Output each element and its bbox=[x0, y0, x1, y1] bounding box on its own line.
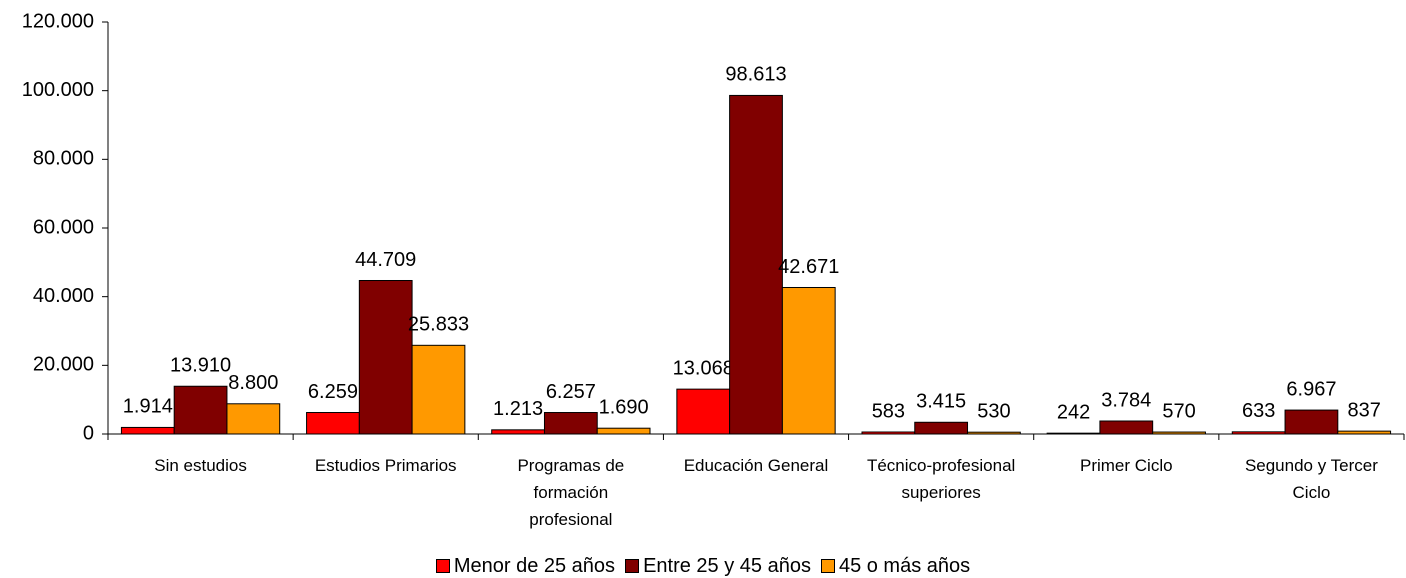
legend-item: Menor de 25 años bbox=[435, 554, 616, 578]
bar bbox=[491, 429, 545, 435]
y-tick-label: 0 bbox=[83, 422, 94, 444]
value-label: 3.784 bbox=[1101, 389, 1151, 411]
value-label: 25.833 bbox=[408, 314, 469, 336]
bar bbox=[1046, 432, 1101, 435]
legend-label: 45 o más años bbox=[838, 554, 971, 577]
value-label: 242 bbox=[1057, 401, 1090, 423]
legend-swatch bbox=[625, 559, 640, 573]
value-label: 6.967 bbox=[1286, 378, 1336, 400]
y-tick-label: 120.000 bbox=[22, 10, 94, 32]
value-label: 530 bbox=[977, 400, 1010, 422]
bar bbox=[411, 344, 466, 435]
value-label: 98.613 bbox=[725, 64, 786, 86]
value-label: 13.910 bbox=[170, 355, 231, 377]
legend-swatch bbox=[435, 559, 450, 573]
bar bbox=[173, 385, 228, 435]
x-tick-label: Técnico-profesional superiores bbox=[866, 456, 1016, 502]
bar bbox=[306, 412, 360, 435]
value-label: 8.800 bbox=[228, 372, 278, 394]
x-tick-label: Educación General bbox=[683, 456, 829, 475]
bar bbox=[1284, 409, 1339, 435]
x-tick-label: Primer Ciclo bbox=[1079, 456, 1173, 475]
y-tick-label: 40.000 bbox=[33, 285, 94, 307]
value-label: 6.259 bbox=[308, 381, 358, 403]
bar bbox=[358, 279, 413, 435]
y-tick-label: 20.000 bbox=[33, 354, 94, 376]
value-label: 1.914 bbox=[123, 396, 173, 418]
bar bbox=[967, 431, 1021, 435]
chart: 0 20.000 40.000 60.000 80.000 100.000 120.000 1… bbox=[22, 10, 1405, 444]
bar bbox=[729, 94, 783, 435]
value-label: 13.068 bbox=[673, 357, 734, 379]
y-tick-label: 80.000 bbox=[33, 148, 94, 170]
x-tick-label: Segundo y Tercer Ciclo bbox=[1244, 456, 1378, 502]
legend-swatch bbox=[820, 559, 835, 573]
value-label: 583 bbox=[872, 400, 905, 422]
bar bbox=[861, 431, 916, 435]
x-tick-label: Programas de formación profesional bbox=[517, 456, 625, 529]
bar bbox=[1231, 431, 1286, 435]
y-tick-label: 60.000 bbox=[33, 216, 94, 238]
bar bbox=[676, 388, 731, 435]
legend-item: 45 o más años bbox=[820, 554, 971, 578]
x-tick-label: Sin estudios bbox=[154, 456, 247, 475]
value-label: 42.671 bbox=[778, 256, 839, 278]
x-tick-label: Estudios Primarios bbox=[314, 456, 457, 475]
bar bbox=[1099, 420, 1154, 435]
bar bbox=[914, 421, 969, 435]
value-label: 570 bbox=[1162, 400, 1195, 422]
value-label: 44.709 bbox=[355, 249, 416, 271]
value-label: 1.213 bbox=[493, 398, 543, 420]
value-label: 633 bbox=[1242, 400, 1275, 422]
bar bbox=[1337, 430, 1392, 435]
y-tick-label: 100.000 bbox=[22, 79, 94, 101]
bar bbox=[543, 412, 598, 435]
value-label: 6.257 bbox=[546, 381, 596, 403]
legend-item: Entre 25 y 45 años bbox=[625, 555, 811, 578]
bar bbox=[120, 426, 175, 435]
value-label: 3.415 bbox=[916, 391, 966, 413]
value-label: 837 bbox=[1348, 399, 1381, 421]
bar bbox=[1152, 431, 1206, 435]
bar bbox=[226, 403, 281, 435]
value-label: 1.690 bbox=[599, 396, 649, 418]
legend-label: Entre 25 y 45 años bbox=[643, 554, 811, 577]
legend-label: Menor de 25 años bbox=[453, 554, 616, 577]
legend: Menor de 25 años Entre 25 y 45 años 45 o m… bbox=[0, 554, 1406, 578]
bar bbox=[596, 427, 651, 435]
bar bbox=[781, 286, 836, 435]
